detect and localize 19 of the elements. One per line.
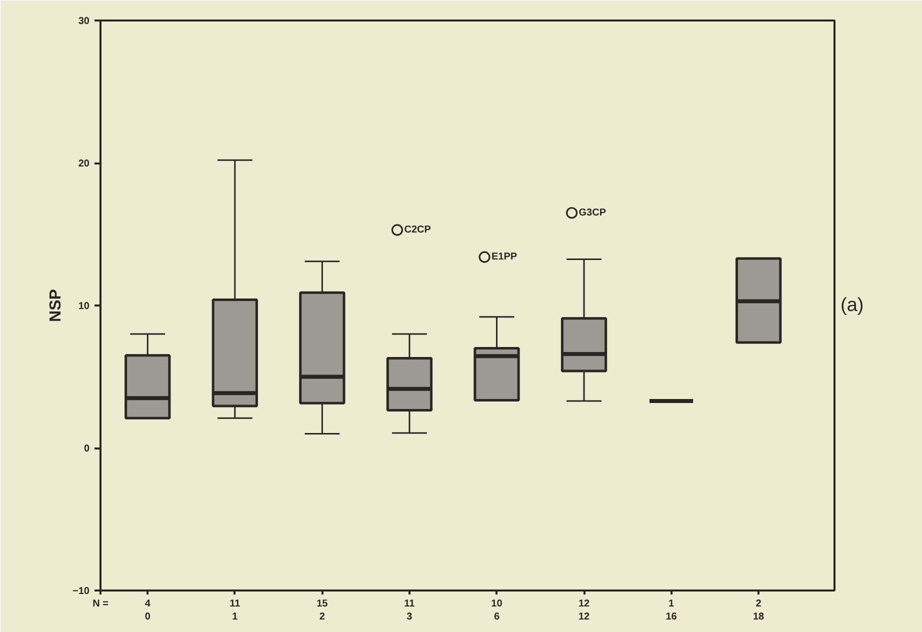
y-tick-label: 30 <box>78 16 90 27</box>
annotation: G3CP <box>578 207 606 218</box>
y-axis-title: NSP <box>48 288 65 322</box>
x-tick-label: 10 6 <box>491 598 503 623</box>
text: N = <box>92 598 109 610</box>
y-tick-label: 20 <box>78 158 90 170</box>
x-tick-label: 11 1 <box>230 598 241 623</box>
x-tick-label: 11 3 <box>404 598 416 623</box>
y-tick-label: −10 <box>72 586 90 597</box>
annotation: E1PP <box>492 252 518 263</box>
annotation: C2CP <box>404 224 432 236</box>
y-tick-label: 0 <box>84 444 90 454</box>
y-tick-label: 10 <box>78 301 90 312</box>
x-tick-label: 12 12 <box>578 598 590 623</box>
text: (a) <box>840 295 864 316</box>
x-tick-label: 1 16 <box>666 598 678 623</box>
x-tick-label: 15 2 <box>316 598 328 623</box>
x-tick-label: 2 18 <box>753 598 765 623</box>
x-tick-label: 4 0 <box>144 598 151 623</box>
